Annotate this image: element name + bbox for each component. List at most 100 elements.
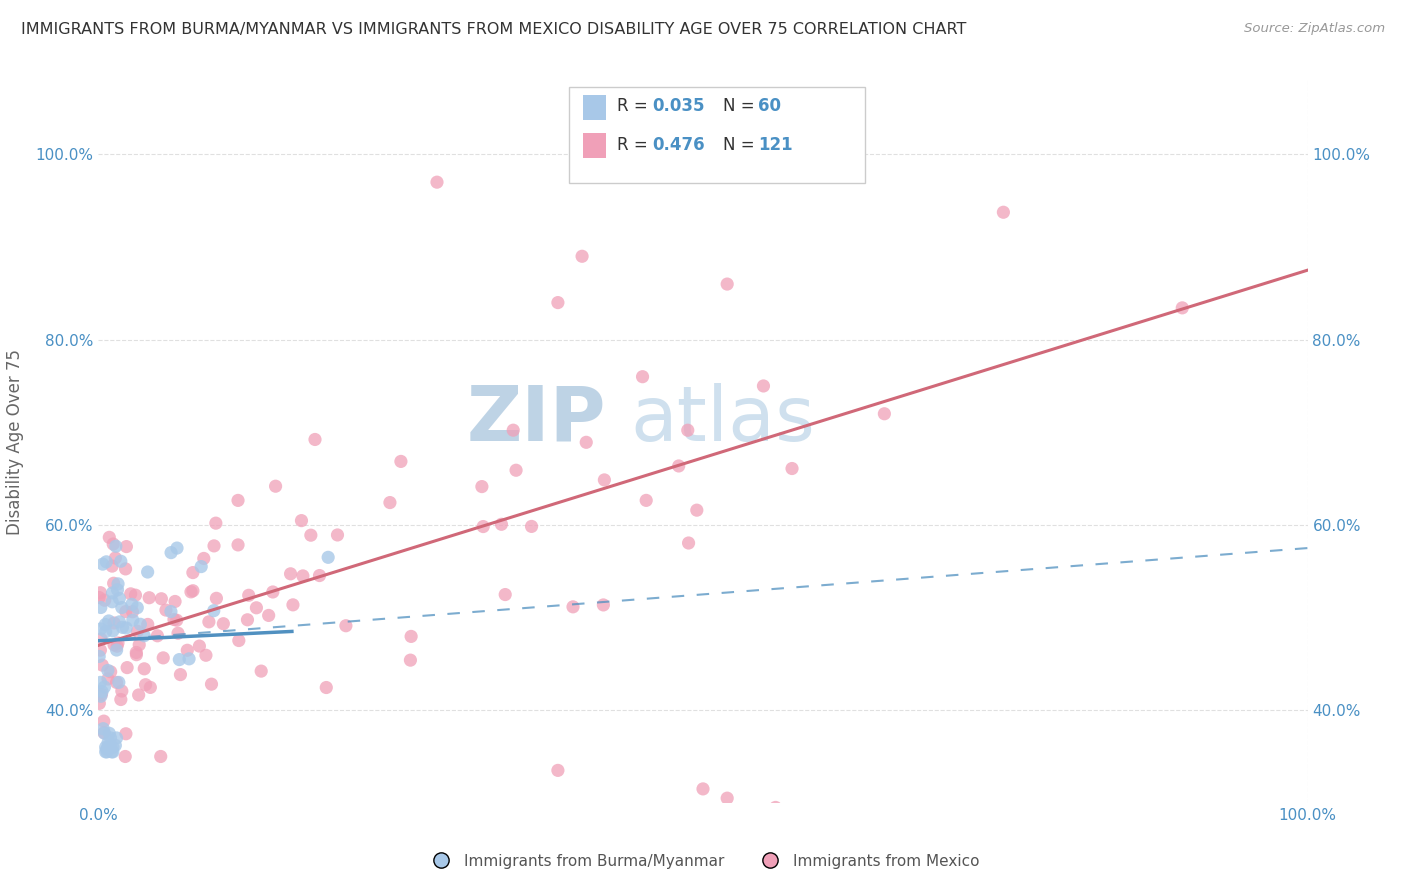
Text: N =: N = — [723, 136, 759, 153]
Point — [676, 423, 699, 437]
Point — [299, 528, 322, 542]
Point — [472, 519, 495, 533]
Point — [115, 660, 138, 674]
Point — [110, 692, 132, 706]
Point — [194, 648, 217, 663]
Point — [89, 697, 111, 711]
Point — [101, 624, 124, 638]
Point — [146, 629, 169, 643]
Point — [139, 681, 162, 695]
Text: 0.035: 0.035 — [652, 97, 704, 115]
Point — [290, 514, 312, 528]
Point — [316, 550, 339, 565]
Point — [280, 566, 302, 581]
Point — [993, 205, 1015, 219]
Text: 60: 60 — [758, 97, 780, 115]
Point — [107, 636, 129, 650]
Point — [205, 516, 228, 530]
Point — [547, 764, 569, 778]
Point — [104, 739, 127, 753]
Point — [104, 551, 127, 566]
Point — [304, 433, 326, 447]
Point — [98, 726, 121, 740]
Point — [91, 557, 114, 571]
Point — [198, 615, 221, 629]
Point — [104, 539, 127, 553]
Point — [128, 638, 150, 652]
Point — [114, 562, 136, 576]
Point — [190, 559, 212, 574]
Point — [169, 652, 191, 666]
Point — [389, 454, 412, 468]
Point — [165, 594, 187, 608]
Text: 0.476: 0.476 — [652, 136, 704, 153]
Point — [593, 473, 616, 487]
Y-axis label: Disability Age Over 75: Disability Age Over 75 — [7, 349, 24, 534]
Point — [101, 740, 124, 755]
Point — [562, 599, 585, 614]
Point — [136, 617, 159, 632]
Point — [90, 600, 112, 615]
Point — [105, 731, 128, 745]
Point — [176, 643, 198, 657]
Point — [91, 722, 114, 736]
Point — [155, 603, 177, 617]
Point — [96, 742, 118, 756]
Text: R =: R = — [617, 97, 654, 115]
Point — [160, 546, 183, 560]
Point — [103, 615, 125, 630]
Point — [91, 684, 114, 698]
Point — [765, 800, 787, 814]
Point — [107, 577, 129, 591]
Point — [575, 435, 598, 450]
Point — [97, 614, 120, 628]
Point — [264, 479, 287, 493]
Point — [471, 479, 494, 493]
Point — [93, 714, 115, 728]
Point — [692, 781, 714, 796]
Point — [686, 503, 709, 517]
Point — [873, 407, 896, 421]
Point — [200, 677, 222, 691]
Point — [103, 576, 125, 591]
Point — [100, 731, 122, 745]
Point — [491, 517, 513, 532]
Point — [110, 554, 132, 568]
Point — [90, 687, 112, 701]
Point — [716, 277, 738, 291]
Point — [547, 295, 569, 310]
Point — [281, 598, 304, 612]
Point — [257, 608, 280, 623]
Point — [125, 648, 148, 662]
Point — [124, 588, 146, 602]
Text: R =: R = — [617, 136, 654, 153]
Point — [326, 528, 349, 542]
Point — [180, 585, 202, 599]
Point — [111, 620, 134, 634]
Point — [93, 680, 115, 694]
Point — [93, 726, 115, 740]
Point — [114, 605, 136, 619]
Point — [90, 622, 112, 636]
Point — [96, 745, 118, 759]
Point — [107, 582, 129, 597]
Point — [105, 675, 128, 690]
Point — [135, 678, 157, 692]
Point — [668, 458, 690, 473]
Point — [181, 566, 204, 580]
Point — [98, 530, 121, 544]
Point — [378, 495, 401, 509]
Point — [505, 463, 527, 477]
Point — [93, 593, 115, 607]
Point — [571, 249, 593, 263]
Point — [101, 559, 124, 574]
Point — [111, 600, 134, 615]
Point — [494, 588, 516, 602]
Text: IMMIGRANTS FROM BURMA/MYANMAR VS IMMIGRANTS FROM MEXICO DISABILITY AGE OVER 75 C: IMMIGRANTS FROM BURMA/MYANMAR VS IMMIGRA… — [21, 22, 966, 37]
Point — [202, 539, 225, 553]
Legend: Immigrants from Burma/Myanmar, Immigrants from Mexico: Immigrants from Burma/Myanmar, Immigrant… — [420, 847, 986, 875]
Point — [103, 638, 125, 652]
Point — [105, 639, 128, 653]
Point — [212, 616, 235, 631]
Point — [89, 675, 111, 690]
